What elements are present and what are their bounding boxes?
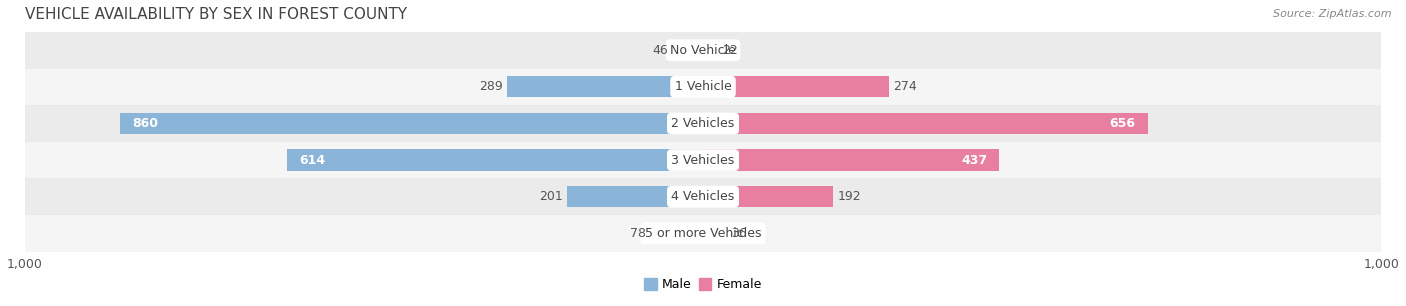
Bar — [25, 32, 1381, 69]
Text: 1 Vehicle: 1 Vehicle — [675, 80, 731, 93]
Bar — [703, 76, 889, 97]
Bar — [508, 76, 703, 97]
Text: Source: ZipAtlas.com: Source: ZipAtlas.com — [1274, 9, 1392, 19]
Bar — [703, 39, 718, 61]
Text: 437: 437 — [962, 154, 987, 166]
Text: 274: 274 — [893, 80, 917, 93]
Text: No Vehicle: No Vehicle — [671, 44, 735, 57]
Bar — [25, 69, 1381, 105]
Text: 614: 614 — [299, 154, 325, 166]
Text: 3 Vehicles: 3 Vehicles — [672, 154, 734, 166]
Text: VEHICLE AVAILABILITY BY SEX IN FOREST COUNTY: VEHICLE AVAILABILITY BY SEX IN FOREST CO… — [25, 7, 406, 22]
Text: 22: 22 — [723, 44, 738, 57]
Bar — [25, 178, 1381, 215]
Bar — [287, 149, 703, 171]
Bar — [703, 149, 1000, 171]
Bar — [672, 39, 703, 61]
Text: 192: 192 — [837, 190, 860, 203]
Bar — [120, 113, 703, 134]
Bar — [703, 113, 1147, 134]
Bar — [25, 142, 1381, 178]
Text: 289: 289 — [479, 80, 503, 93]
Legend: Male, Female: Male, Female — [640, 273, 766, 297]
Bar — [567, 186, 703, 207]
Text: 4 Vehicles: 4 Vehicles — [672, 190, 734, 203]
Text: 2 Vehicles: 2 Vehicles — [672, 117, 734, 130]
Bar — [25, 215, 1381, 252]
Text: 46: 46 — [652, 44, 668, 57]
Text: 36: 36 — [731, 227, 747, 240]
Text: 78: 78 — [630, 227, 645, 240]
Bar — [650, 223, 703, 244]
Text: 860: 860 — [132, 117, 157, 130]
Bar — [25, 105, 1381, 142]
Text: 201: 201 — [538, 190, 562, 203]
Text: 656: 656 — [1109, 117, 1136, 130]
Bar — [703, 186, 834, 207]
Text: 5 or more Vehicles: 5 or more Vehicles — [645, 227, 761, 240]
Bar — [703, 223, 727, 244]
